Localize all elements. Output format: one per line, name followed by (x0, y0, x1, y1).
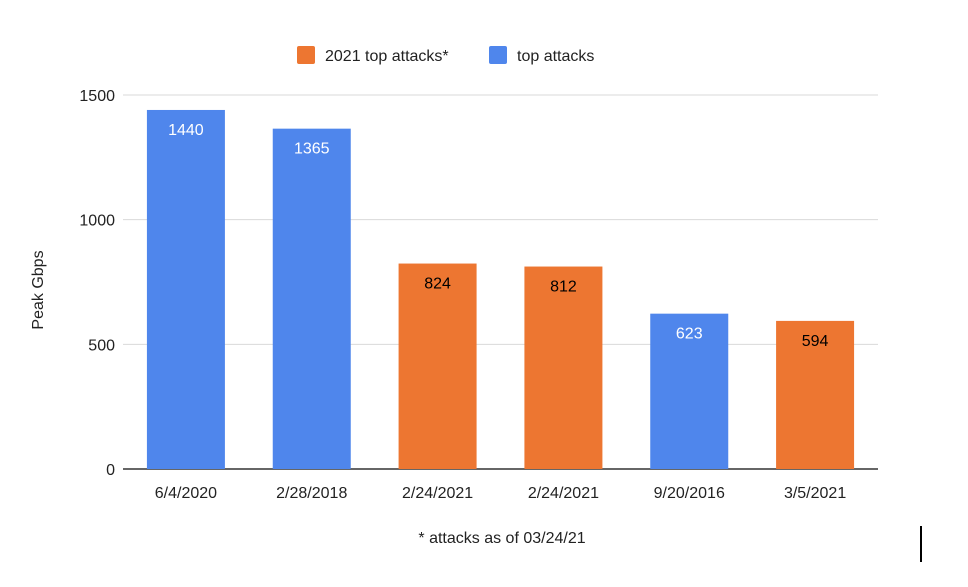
bar (524, 266, 603, 469)
x-tick-label: 9/20/2016 (654, 485, 725, 502)
y-axis-ticks: 0 500 1000 1500 (79, 88, 115, 479)
y-axis-label: Peak Gbps (30, 250, 47, 329)
bar-value-label: 594 (802, 333, 829, 350)
footnote: * attacks as of 03/24/21 (418, 530, 585, 547)
gridlines (123, 94, 878, 470)
bar-value-label: 1365 (294, 141, 330, 158)
bar (398, 263, 477, 469)
y-tick-label: 1000 (79, 213, 115, 230)
bar-value-label: 623 (676, 326, 703, 343)
legend-label: top attacks (517, 48, 594, 65)
y-tick-label: 1500 (79, 88, 115, 105)
legend-swatch (297, 46, 315, 64)
x-tick-label: 2/28/2018 (276, 485, 347, 502)
legend-label: 2021 top attacks* (325, 48, 449, 65)
x-axis-ticks: 6/4/2020 2/28/2018 2/24/2021 2/24/2021 9/20/… (155, 485, 847, 502)
bar-value-label: 1440 (168, 122, 204, 139)
bar (776, 320, 855, 469)
bar (146, 109, 225, 470)
legend: 2021 top attacks* top attacks (297, 46, 594, 65)
bar-value-label: 812 (550, 279, 577, 296)
x-tick-label: 3/5/2021 (784, 485, 846, 502)
bar (272, 128, 351, 469)
legend-swatch (489, 46, 507, 64)
bar (650, 313, 729, 469)
bars: 1440 1365 824 812 623 594 (146, 109, 855, 470)
y-tick-label: 500 (88, 337, 115, 354)
bar-value-label: 824 (424, 276, 451, 293)
x-tick-label: 2/24/2021 (402, 485, 473, 502)
x-tick-label: 2/24/2021 (528, 485, 599, 502)
x-tick-label: 6/4/2020 (155, 485, 217, 502)
text-cursor-icon (920, 526, 922, 562)
y-tick-label: 0 (106, 462, 115, 479)
